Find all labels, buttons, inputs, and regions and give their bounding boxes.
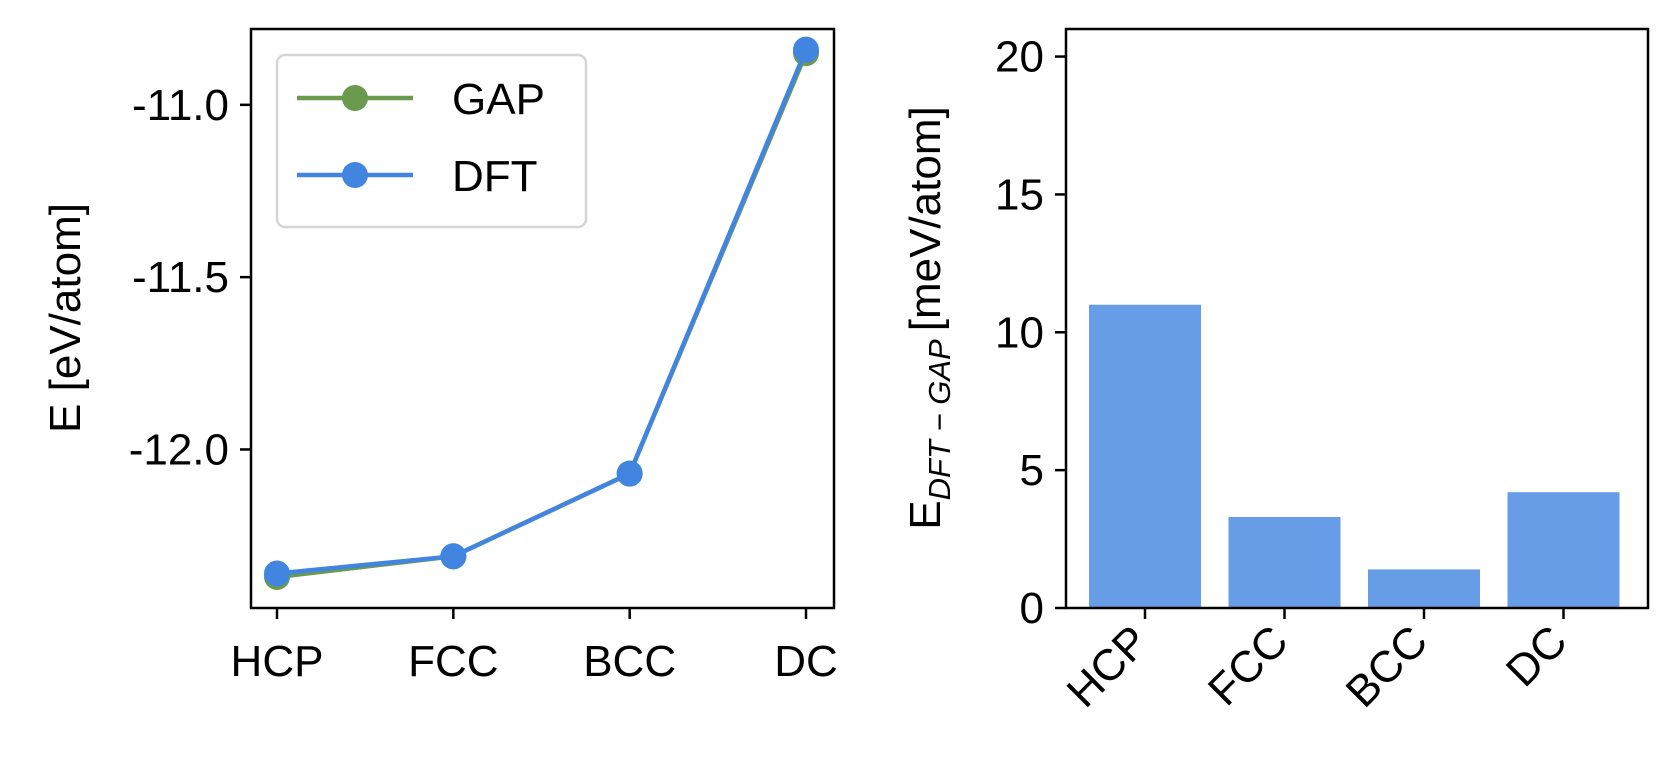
- legend-item-dft: DFT: [297, 152, 538, 201]
- energy-difference-bar-chart: 0 5 10 15 20 HCP FCC BCC DC EDFT − GAP [meV/atom]: [901, 27, 1650, 717]
- data-point-dft-hcp: [264, 560, 290, 587]
- bar-fcc: [1228, 517, 1341, 608]
- legend-swatch-dft-marker: [342, 162, 368, 188]
- legend-item-gap: GAP: [297, 75, 545, 124]
- data-point-dft-fcc: [440, 543, 467, 570]
- bar-chart-ylabel-subscript: DFT − GAP: [922, 339, 957, 500]
- series-line-dft: [276, 48, 809, 576]
- line-chart-xtick-label-bcc: BCC: [583, 637, 676, 686]
- line-chart-xtick-label-dc: DC: [774, 637, 838, 686]
- line-chart-ytick-label: -11.0: [132, 81, 229, 130]
- bar-chart-frame: [1064, 27, 1650, 610]
- legend-swatch-gap-marker: [342, 85, 368, 111]
- legend-label-dft: DFT: [452, 152, 538, 201]
- bar-chart-ytick-label: 5: [1020, 446, 1044, 495]
- bar-dc: [1507, 492, 1620, 608]
- bar-chart-ytick-label: 10: [995, 308, 1044, 357]
- legend-label-gap: GAP: [452, 75, 545, 124]
- data-point-dft-dc: [793, 36, 819, 63]
- line-chart-xtick-label-fcc: FCC: [408, 637, 498, 686]
- bar-chart-ylabel-units: [meV/atom]: [901, 106, 950, 331]
- bar-chart-ylabel-main: E: [901, 500, 950, 529]
- line-chart-xtick-label-hcp: HCP: [231, 637, 324, 686]
- line-chart-ytick-label: -12.0: [129, 425, 229, 474]
- bar-chart-ytick-label: 20: [995, 33, 1044, 82]
- bar-chart-ylabel: EDFT − GAP [meV/atom]: [901, 106, 957, 529]
- bar-chart-ytick-label: 15: [995, 170, 1044, 219]
- legend: GAP DFT: [275, 53, 588, 229]
- bar-bcc: [1368, 569, 1480, 608]
- bar-chart-xtick-label-dc: DC: [1497, 616, 1577, 696]
- line-chart-ylabel: E [eV/atom]: [41, 203, 90, 433]
- line-chart-frame: [249, 27, 836, 610]
- line-chart-ytick-label: -11.5: [132, 253, 229, 302]
- bar-chart-xtick-label-bcc: BCC: [1337, 616, 1437, 716]
- bar-chart-ytick-label: 0: [1020, 584, 1044, 633]
- energy-line-chart: -12.0 -11.5 -11.0 HCP FCC BCC DC E [eV/atom] G…: [41, 27, 838, 686]
- bar-chart-xtick-label-fcc: FCC: [1199, 616, 1298, 715]
- bar-chart-xtick-label-hcp: HCP: [1058, 616, 1158, 716]
- data-point-dft-bcc: [616, 460, 643, 487]
- bar-hcp: [1089, 304, 1201, 608]
